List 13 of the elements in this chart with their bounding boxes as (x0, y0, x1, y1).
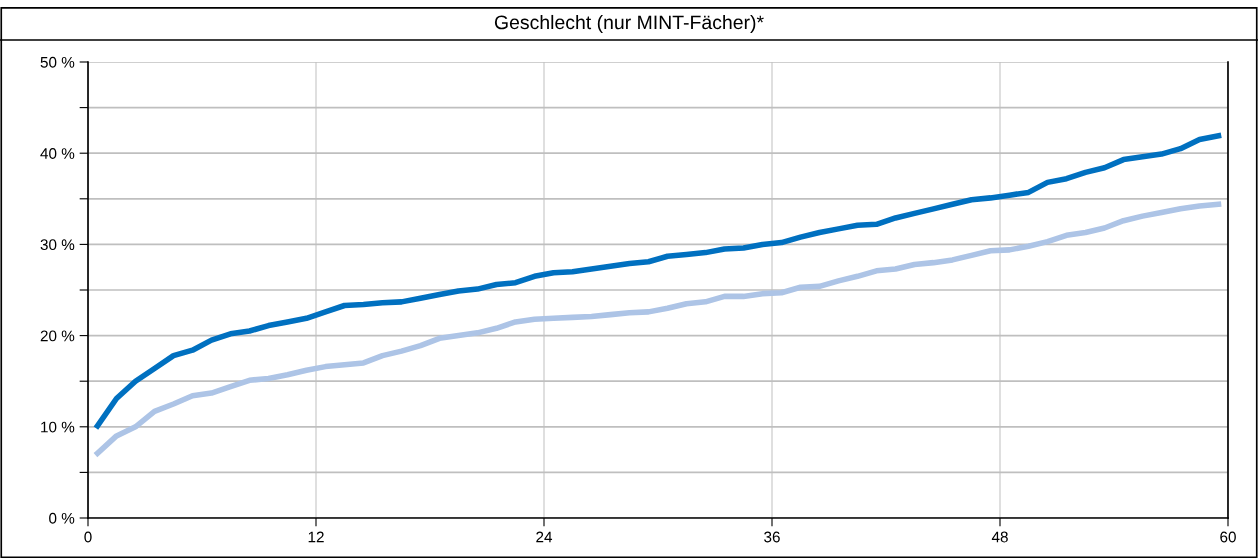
y-tick-label: 40 % (40, 148, 75, 159)
y-tick-label: 20 % (40, 330, 75, 342)
y-tick-label: 30 % (40, 239, 75, 251)
chart-title: Geschlecht (nur MINT-Fächer)* (494, 14, 764, 34)
x-tick-label: 48 (991, 531, 1008, 543)
y-tick-label: 10 % (41, 421, 75, 433)
x-tick-label: 24 (536, 531, 553, 543)
x-tick-label: 0 (84, 531, 92, 543)
x-tick-label: 60 (1220, 531, 1236, 543)
y-tick-label: 50 % (40, 56, 75, 68)
y-tick-label: 0 % (49, 512, 75, 524)
x-tick-label: 12 (308, 531, 324, 543)
x-tick-label: 36 (764, 531, 780, 543)
